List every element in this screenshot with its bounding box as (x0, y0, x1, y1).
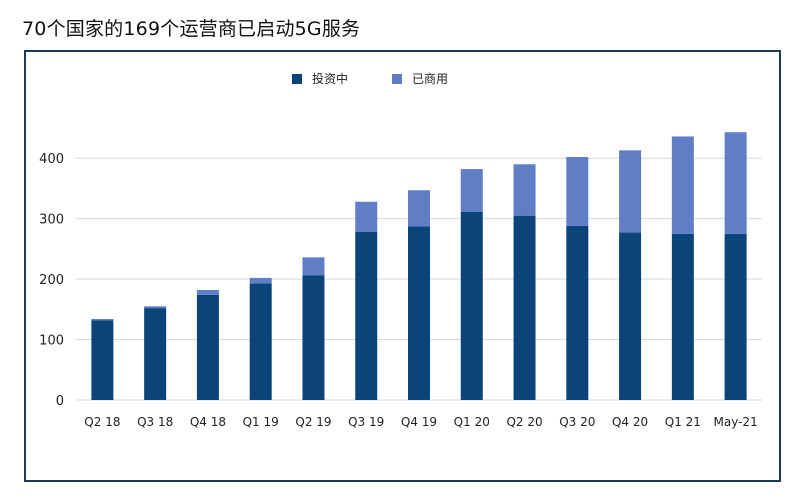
y-tick-label: 300 (39, 213, 64, 228)
bar-commercial-8 (460, 169, 483, 213)
bar-commercial-2 (144, 306, 167, 309)
x-tick-label: Q1 19 (243, 415, 279, 429)
x-tick-label: Q1 21 (665, 415, 701, 429)
legend-item-investing: 投资中 (292, 70, 348, 87)
bar-investing-5 (302, 275, 325, 400)
page-title: 70个国家的169个运营商已启动5G服务 (22, 18, 361, 40)
y-tick-label: 0 (56, 394, 64, 409)
bar-investing-10 (566, 225, 589, 400)
bar-commercial-4 (249, 277, 272, 284)
x-tick-label: Q2 20 (506, 415, 542, 429)
bar-investing-2 (144, 308, 167, 400)
bar-investing-7 (408, 226, 430, 400)
x-tick-label: Q3 18 (137, 415, 173, 429)
x-tick-label: Q4 20 (612, 415, 648, 429)
bar-investing-9 (513, 215, 536, 400)
x-tick-label: Q3 19 (348, 415, 384, 429)
bar-commercial-5 (302, 257, 325, 276)
x-tick-label: Q3 20 (559, 415, 595, 429)
bar-commercial-11 (619, 150, 642, 233)
x-tick-label: Q1 20 (454, 415, 490, 429)
x-tick-label: May-21 (714, 415, 758, 429)
chart-legend: 投资中 已商用 (292, 70, 492, 87)
bar-investing-13 (724, 233, 747, 400)
bar-investing-8 (460, 212, 483, 400)
bar-investing-3 (196, 294, 219, 400)
bar-investing-1 (91, 320, 114, 400)
y-tick-label: 200 (39, 273, 64, 288)
bar-commercial-12 (671, 136, 694, 234)
x-tick-label: Q2 19 (295, 415, 331, 429)
bar-investing-12 (671, 233, 694, 400)
bar-commercial-13 (724, 132, 747, 234)
legend-swatch-investing (292, 73, 302, 84)
y-tick-label: 400 (39, 152, 64, 167)
x-tick-label: Q2 18 (84, 415, 120, 429)
bar-commercial-6 (355, 201, 378, 232)
x-tick-label: Q4 19 (401, 415, 437, 429)
legend-label-investing: 投资中 (312, 72, 349, 86)
chart-frame (24, 50, 781, 482)
bar-investing-4 (249, 283, 272, 400)
bar-investing-11 (619, 232, 642, 400)
legend-item-commercial: 已商用 (392, 70, 448, 87)
legend-label-commercial: 已商用 (412, 72, 449, 86)
bar-commercial-9 (513, 164, 536, 216)
y-tick-label: 100 (39, 334, 64, 349)
bar-commercial-1 (91, 319, 114, 321)
bar-commercial-3 (196, 289, 219, 295)
bar-investing-6 (355, 231, 378, 400)
bar-commercial-10 (566, 157, 589, 226)
legend-swatch-commercial (392, 73, 403, 84)
x-tick-label: Q4 18 (190, 415, 226, 429)
bar-commercial-7 (408, 190, 430, 227)
